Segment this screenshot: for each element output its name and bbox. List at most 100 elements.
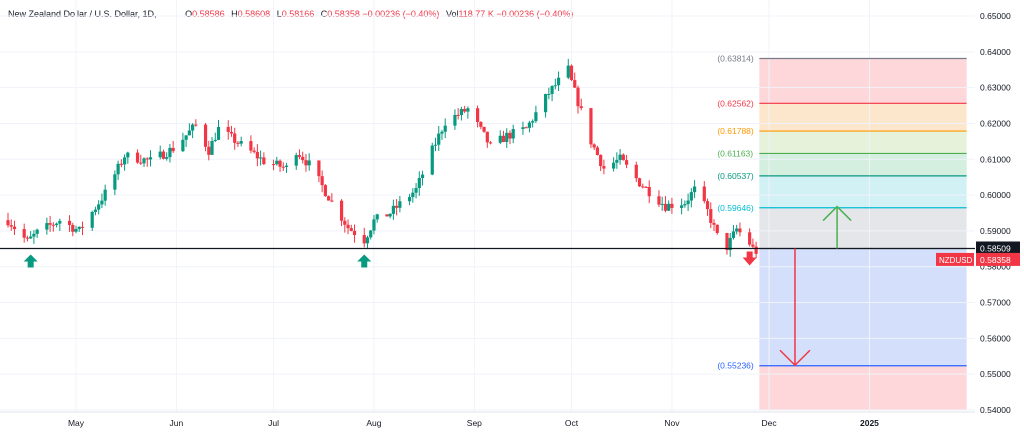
candle [9, 219, 13, 231]
support-price-label: 0.58509 [980, 243, 1011, 253]
candle-body [550, 86, 554, 94]
candle-body [113, 174, 117, 190]
candle [249, 135, 253, 154]
candle-body [126, 152, 130, 158]
candle-body [330, 200, 334, 202]
candle-body [349, 228, 353, 231]
candle [6, 212, 10, 228]
candle [158, 145, 162, 160]
candle [702, 181, 706, 204]
candle-body [284, 165, 289, 167]
candle [148, 150, 153, 167]
candle-body [365, 237, 370, 244]
candle-body [71, 224, 75, 232]
candle [323, 184, 327, 197]
candle [459, 106, 464, 121]
candle [330, 193, 334, 203]
projection-band [759, 103, 967, 132]
candle [407, 193, 412, 206]
candle-body [194, 124, 198, 126]
candle-body [45, 223, 49, 230]
low-value: 0.58166 [281, 9, 315, 19]
candle-body [754, 246, 758, 254]
candle [168, 144, 172, 163]
candle [595, 145, 600, 156]
candle [686, 193, 690, 211]
candle [343, 217, 347, 233]
candle [213, 132, 217, 143]
candle [236, 141, 240, 147]
candle-body [278, 160, 282, 167]
candle-body [407, 197, 412, 202]
candle-body [216, 126, 221, 140]
candle-body [618, 154, 622, 160]
candle-body [119, 163, 123, 165]
candle [482, 126, 486, 133]
candle-body [158, 151, 162, 158]
candle [139, 154, 143, 166]
candle-body [644, 186, 648, 188]
candle-body [22, 229, 26, 238]
candle-body [203, 124, 208, 147]
candle [58, 218, 62, 232]
candle-body [579, 106, 583, 109]
candle-body [236, 142, 240, 144]
candle-body [297, 155, 302, 157]
candle-body [317, 160, 321, 177]
candle [414, 183, 418, 199]
candle-body [527, 122, 532, 128]
candle [430, 142, 434, 176]
candle-body [32, 233, 36, 237]
candle-body [145, 158, 149, 160]
candle-body [501, 135, 506, 142]
candle [395, 199, 399, 216]
candle [569, 64, 574, 82]
candle [126, 151, 130, 164]
target-up-arrow-head [822, 205, 852, 222]
candle-body [479, 122, 483, 127]
candle-body [689, 192, 693, 201]
candle [45, 217, 49, 235]
candle-body [735, 228, 739, 232]
candle [453, 109, 457, 130]
candle-body [702, 186, 706, 202]
price-tick-label: 0.63000 [980, 83, 1011, 93]
projection-band [759, 175, 967, 208]
candle-body [573, 80, 577, 88]
candle-body [433, 144, 438, 146]
candle [660, 196, 664, 211]
annotation-markers [23, 205, 852, 367]
candle-body [511, 129, 515, 139]
candle [556, 71, 561, 91]
candle-body [544, 94, 548, 113]
candle [372, 215, 376, 235]
candle-body [352, 230, 357, 236]
candle [735, 224, 739, 235]
candle [203, 122, 208, 152]
chart-header: New Zealand Dollar / U.S. Dollar, 1D, O0… [8, 9, 573, 19]
candle [207, 140, 211, 161]
candle [456, 108, 460, 120]
candle [194, 119, 198, 127]
candle-body [210, 141, 214, 155]
candle-body [569, 65, 574, 81]
candle-body [6, 220, 10, 226]
projection-level-label: (0.55236) [717, 361, 754, 371]
candle-body [692, 186, 697, 193]
candle-body [417, 177, 421, 189]
candle [352, 224, 357, 243]
candle-body [294, 155, 298, 166]
candle-body [728, 237, 732, 251]
support-price-tag [976, 241, 1020, 255]
candle-body [634, 164, 638, 179]
candle-body [453, 114, 457, 126]
candle-body [686, 200, 690, 205]
candle [547, 87, 551, 100]
candle [216, 119, 221, 141]
projection-band [759, 207, 967, 249]
candle [463, 105, 467, 114]
candle [592, 143, 596, 151]
candle [67, 215, 72, 232]
candle [317, 160, 321, 183]
